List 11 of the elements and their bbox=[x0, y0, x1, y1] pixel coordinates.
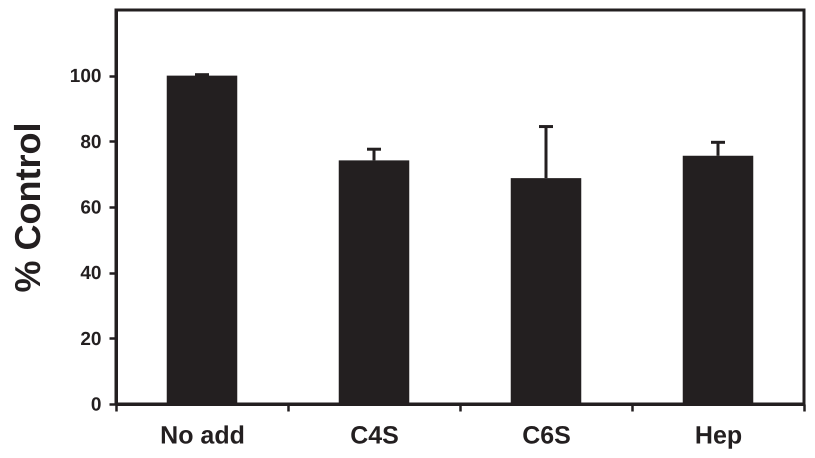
y-tick-label: 20 bbox=[80, 328, 102, 350]
y-tick-label: 40 bbox=[80, 263, 102, 284]
y-axis-title: % Control bbox=[6, 122, 48, 292]
x-tick-label: C6S bbox=[522, 422, 571, 450]
x-tick-label: No add bbox=[160, 422, 245, 450]
y-tick-label: 0 bbox=[90, 394, 102, 416]
x-tick-label: Hep bbox=[694, 422, 742, 450]
y-tick-label: 100 bbox=[70, 66, 102, 88]
y-tick-label: 60 bbox=[80, 198, 102, 218]
y-tick-label: 80 bbox=[80, 132, 102, 153]
x-tick-label: C4S bbox=[350, 422, 399, 450]
